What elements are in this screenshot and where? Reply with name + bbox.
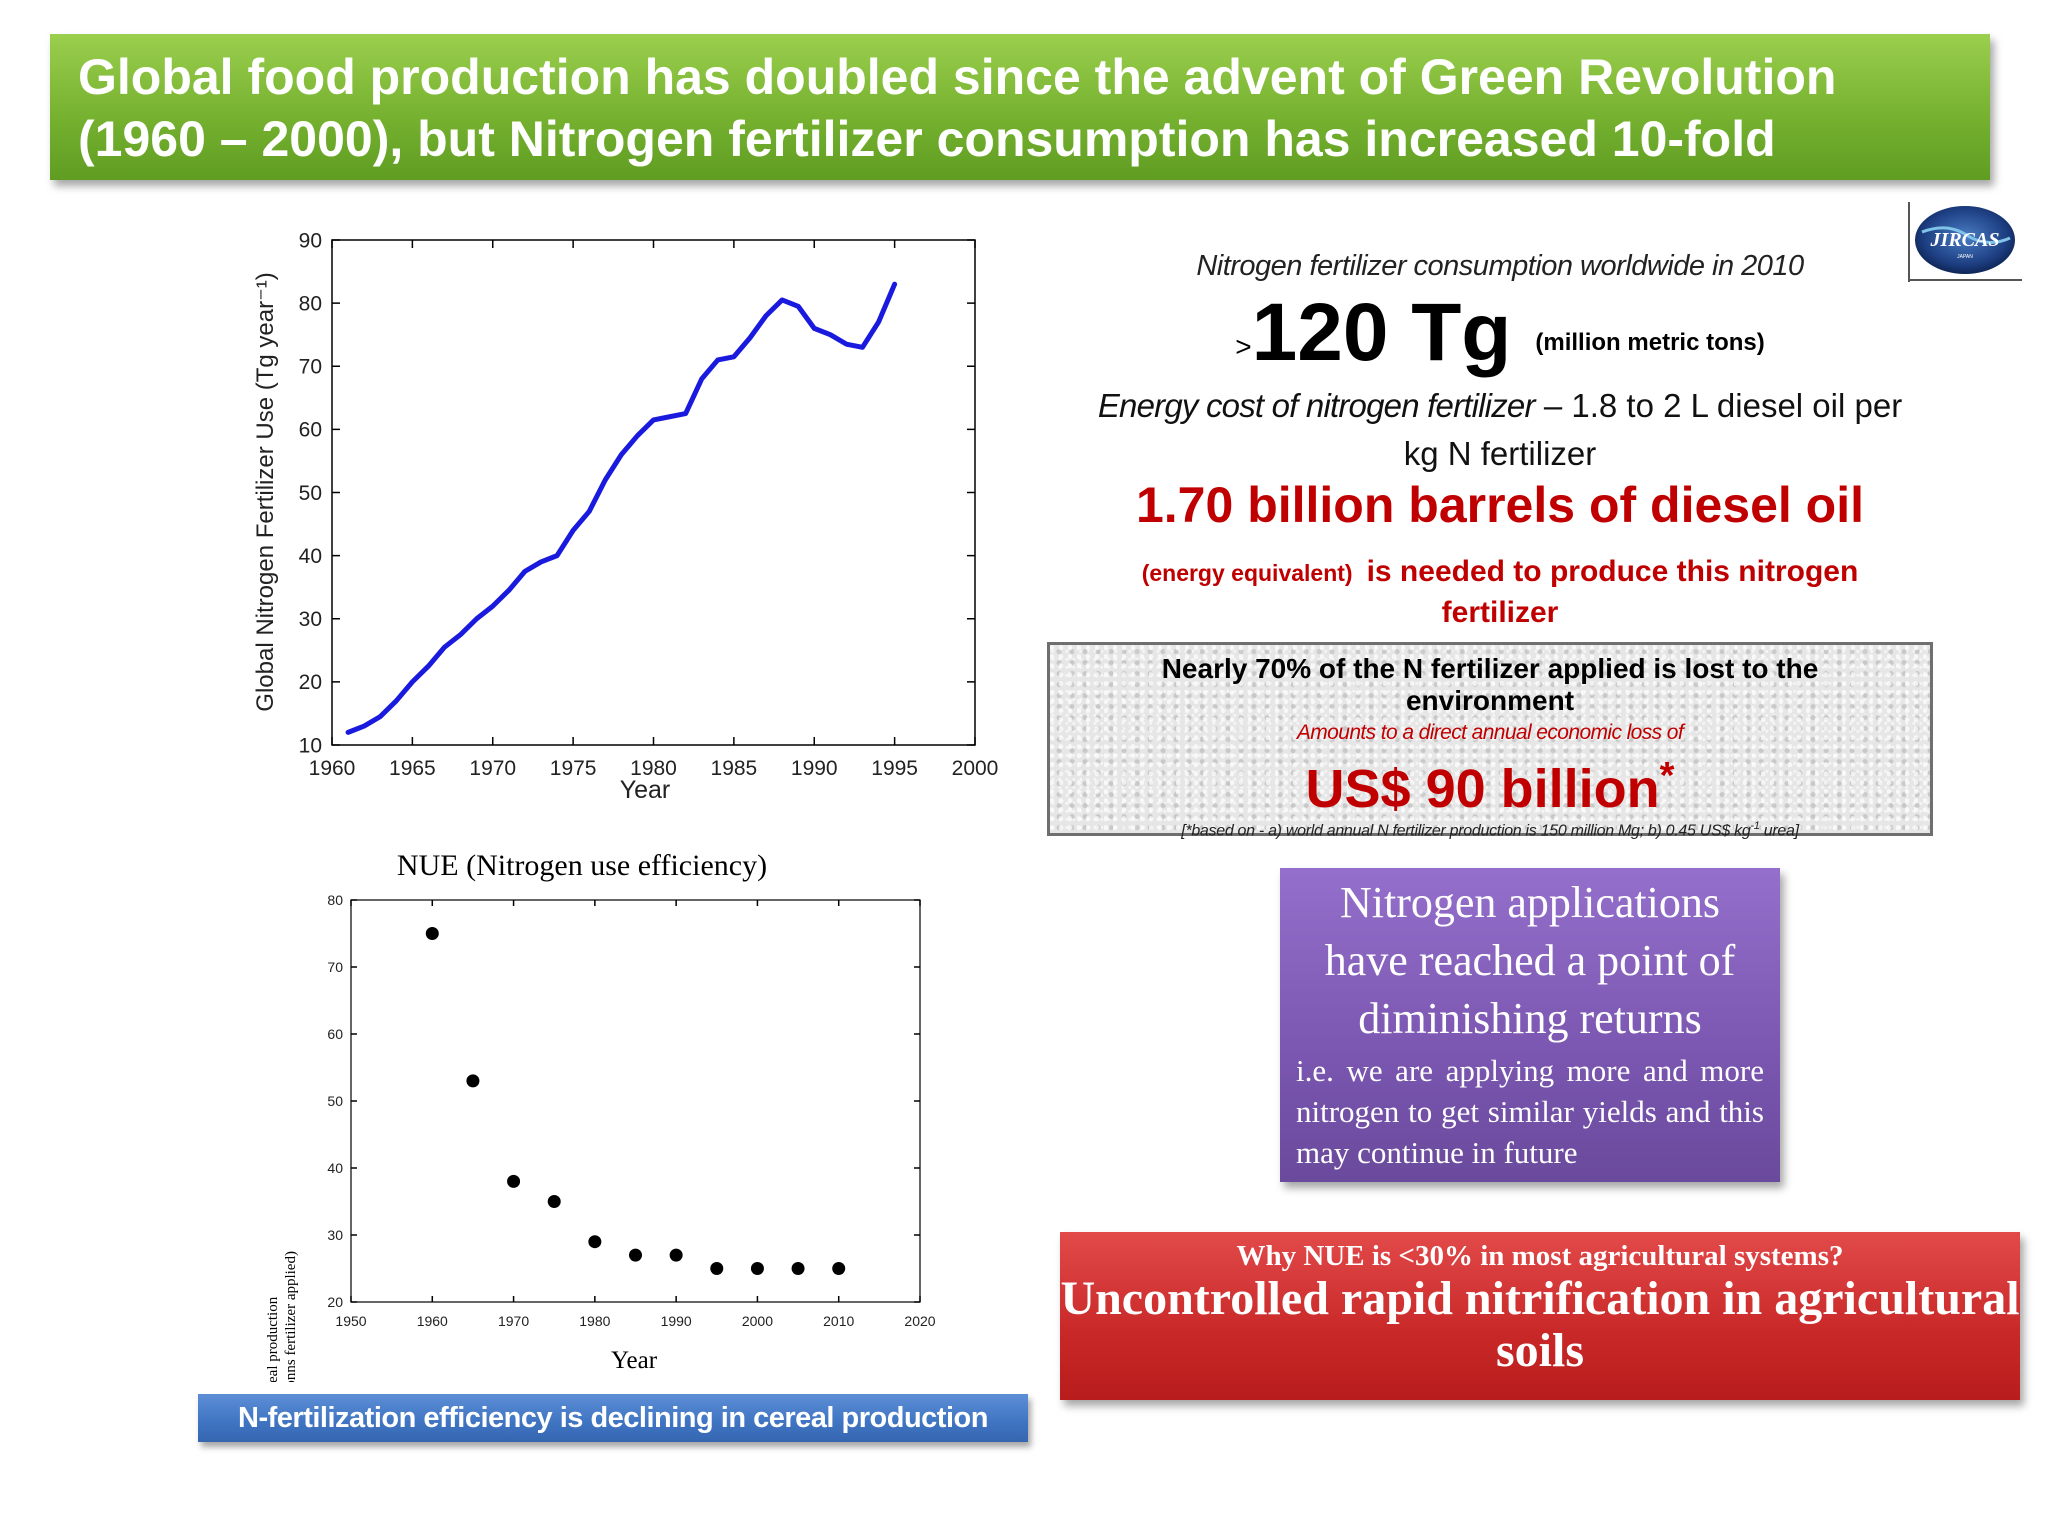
title-banner: Global food production has doubled since… xyxy=(50,34,1990,180)
amount-unit: (million metric tons) xyxy=(1535,329,1765,356)
barrels-text: 1.70 billion barrels of diesel oil xyxy=(1135,477,1864,533)
consumption-label: Nitrogen fertilizer consumption worldwid… xyxy=(1196,250,1804,282)
chart1-x-tick-label: 1980 xyxy=(630,757,677,780)
chart2-x-tick-label: 1980 xyxy=(579,1313,610,1329)
loss-note-sup: -1 xyxy=(1750,820,1760,832)
jircas-logo: JIRCAS JAPAN xyxy=(1908,202,2022,282)
chart2-data-point xyxy=(710,1262,724,1275)
chart1-y-tick-label: 30 xyxy=(299,608,322,631)
chart2-plot-frame xyxy=(350,899,921,1303)
chart2-x-tick-label: 1990 xyxy=(661,1313,692,1329)
diminishing-returns-detail: i.e. we are applying more and more nitro… xyxy=(1296,1053,1764,1170)
loss-note-suffix: urea] xyxy=(1759,822,1799,840)
loss-amount-row: US$ 90 billion* xyxy=(1050,745,1930,820)
nitrification-box: Why NUE is <30% in most agricultural sys… xyxy=(1060,1232,2020,1400)
chart1-x-tick-label: 1960 xyxy=(309,757,356,780)
chart2-data-point xyxy=(629,1248,642,1262)
energy-cost: Energy cost of nitrogen fertilizer – 1.8… xyxy=(1040,382,1960,478)
chart2-data-point xyxy=(832,1262,846,1275)
chart2-title: NUE (Nitrogen use efficiency) xyxy=(397,849,767,882)
chart2-y-tick-label: 30 xyxy=(327,1227,343,1243)
chart1-ylabel: Global Nitrogen Fertilizer Use (Tg year⁻… xyxy=(252,272,279,711)
chart1-y-tick-label: 50 xyxy=(299,482,322,505)
logo-text: JIRCAS xyxy=(1930,229,2000,251)
chart2-ylabel: Nitrogen efficiency in cereal production xyxy=(265,1296,281,1382)
logo-subtext: JAPAN xyxy=(1957,254,1973,260)
chart1-x-tick-label: 1990 xyxy=(791,757,838,780)
chart1-y-tick-label: 20 xyxy=(299,671,322,694)
loss-asterisk: * xyxy=(1659,755,1675,797)
loss-heading: Nearly 70% of the N fertilizer applied i… xyxy=(1161,653,1819,716)
chart2-data-point xyxy=(507,1174,521,1188)
loss-box: Nearly 70% of the N fertilizer applied i… xyxy=(1047,642,1933,839)
chart1-y-tick-label: 40 xyxy=(299,545,322,568)
energy-equivalent: (energy equivalent) xyxy=(1141,560,1353,586)
chart2-x-tick-label: 1970 xyxy=(498,1313,529,1329)
needed-text: is needed to produce this nitrogen ferti… xyxy=(1366,555,1859,629)
chart2-y-tick-label: 80 xyxy=(327,892,343,908)
energy-rest: – 1.8 to 2 L diesel oil per xyxy=(1534,387,1903,424)
chart2-data-point xyxy=(466,1074,480,1088)
chart1-x-tick-label: 1985 xyxy=(711,757,758,780)
n-fertilizer-use-chart: 1960 1965 1970 1975 1980 1985 1990 1995 2000 10 20… xyxy=(252,229,999,804)
chart2-x-tick-label: 1950 xyxy=(335,1313,366,1329)
chart1-y-tick-label: 90 xyxy=(299,229,322,252)
needed-text-block: (energy equivalent) is needed to produce … xyxy=(1040,552,1960,632)
chart1-y-tick-label: 60 xyxy=(299,419,322,442)
chart1-xlabel: Year xyxy=(620,776,671,804)
chart1-series-line xyxy=(345,281,898,735)
chart2-data-point xyxy=(588,1235,602,1249)
diminishing-returns-main: Nitrogen applications have reached a poi… xyxy=(1324,878,1736,1043)
chart1-y-tick-label: 10 xyxy=(299,734,322,757)
chart2-data-point xyxy=(791,1262,805,1275)
chart2-data-point xyxy=(750,1262,764,1275)
amount-row: >120 Tg (million metric tons) xyxy=(1040,286,1960,380)
chart2-y-tick-label: 70 xyxy=(327,959,343,975)
chart2-data-point xyxy=(547,1195,561,1208)
nfe-banner: N-fertilization efficiency is declining … xyxy=(198,1394,1028,1442)
loss-note: [*based on - a) world annual N fertilize… xyxy=(1050,820,1930,840)
chart1-x-tick-label: 1995 xyxy=(871,757,918,780)
chart2-data-point xyxy=(425,927,439,940)
amount-value: 120 Tg xyxy=(1251,287,1512,378)
diminishing-returns-box: Nitrogen applications have reached a poi… xyxy=(1280,868,1780,1182)
chart2-ylabel2: (mega tonnes cereal grain/megatonns fert… xyxy=(283,1251,299,1382)
chart2-xlabel: Year xyxy=(611,1347,658,1374)
loss-note-prefix: [*based on - a) world annual N fertilize… xyxy=(1181,822,1751,840)
nue-chart: NUE (Nitrogen use efficiency) 1950 1960 19… xyxy=(265,849,936,1382)
chart1-y-tick-label: 80 xyxy=(299,292,322,315)
loss-amount: US$ 90 billion xyxy=(1305,759,1660,819)
chart2-x-tick-label: 1960 xyxy=(417,1313,448,1329)
gt-symbol: > xyxy=(1235,331,1252,362)
chart1-x-tick-label: 1965 xyxy=(389,757,436,780)
chart2-x-tick-label: 2010 xyxy=(823,1313,854,1329)
chart2-x-tick-label: 2020 xyxy=(904,1313,935,1329)
title-line-1: Global food production has doubled since… xyxy=(78,49,1837,105)
chart1-y-tick-label: 70 xyxy=(299,356,322,379)
loss-subheading: Amounts to a direct annual economic loss… xyxy=(1296,721,1684,744)
chart2-data-point xyxy=(669,1248,683,1262)
nue-question: Why NUE is <30% in most agricultural sys… xyxy=(1236,1240,1844,1272)
chart1-x-tick-label: 1975 xyxy=(550,757,597,780)
nitrification-answer: Uncontrolled rapid nitrification in agri… xyxy=(1060,1272,2020,1377)
chart2-y-tick-label: 60 xyxy=(327,1026,343,1042)
chart2-y-tick-label: 50 xyxy=(327,1093,343,1109)
chart2-y-tick-label: 20 xyxy=(327,1294,343,1310)
title-line-2: (1960 – 2000), but Nitrogen fertilizer c… xyxy=(78,111,1776,167)
chart2-x-tick-label: 2000 xyxy=(742,1313,773,1329)
chart1-x-tick-label: 1970 xyxy=(469,757,516,780)
chart1-x-tick-label: 2000 xyxy=(952,757,999,780)
energy-line2: kg N fertilizer xyxy=(1403,435,1597,472)
energy-italic: Energy cost of nitrogen fertilizer xyxy=(1097,387,1536,424)
chart2-y-tick-label: 40 xyxy=(327,1160,343,1176)
